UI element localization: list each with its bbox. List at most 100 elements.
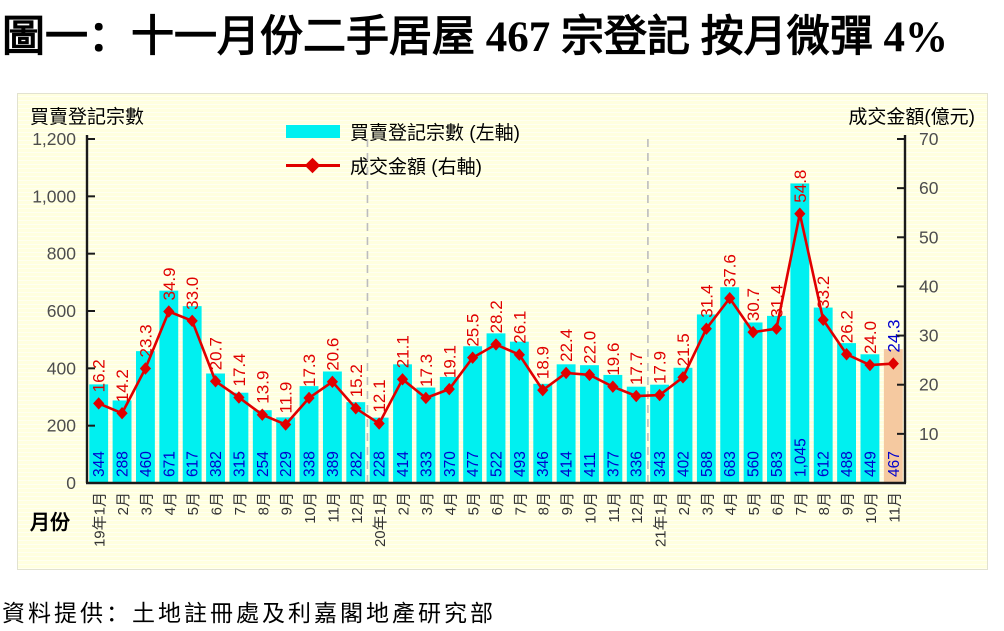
line-value-label: 30.7 <box>744 288 763 321</box>
line-value-label: 26.2 <box>838 310 857 343</box>
right-axis-tick-label: 50 <box>919 227 939 247</box>
diamond-marker-icon <box>303 391 315 405</box>
diamond-marker-icon <box>817 313 829 327</box>
bar-10月 <box>580 365 599 483</box>
bar-9月 <box>276 417 296 483</box>
bar-value-label: 282 <box>348 451 365 477</box>
bar-10月 <box>860 354 880 483</box>
bar-value-label: 370 <box>442 451 459 477</box>
diamond-marker-icon <box>209 375 222 388</box>
diamond-marker-icon <box>443 382 455 396</box>
x-axis-tick-label: 5月 <box>466 492 483 515</box>
legend-item-bars: 買賣登記宗數 (左軸) <box>286 118 520 145</box>
x-axis-tick-label: 8月 <box>536 492 553 515</box>
x-axis-tick-label: 8月 <box>816 492 833 515</box>
diamond-marker-icon <box>326 375 338 388</box>
diamond-marker-icon <box>186 314 198 328</box>
bar-7月 <box>509 341 529 483</box>
x-axis-tick-label: 4月 <box>442 492 459 515</box>
bar-value-label: 477 <box>465 451 482 477</box>
bar-value-label: 588 <box>699 451 716 477</box>
bar-value-label: 522 <box>489 451 506 477</box>
line-value-label: 21.1 <box>394 335 413 368</box>
x-axis-tick-label: 10月 <box>863 492 880 524</box>
line-value-label: 16.2 <box>90 359 109 392</box>
line-value-label: 20.7 <box>207 337 226 370</box>
diamond-marker-icon <box>560 366 572 380</box>
x-axis-tick-label: 9月 <box>840 492 857 515</box>
bar-5月 <box>463 346 483 483</box>
line-value-label: 24.3 <box>884 319 903 352</box>
bar-value-label: 411 <box>582 452 599 477</box>
bar-value-label: 229 <box>278 451 295 477</box>
bar-value-label: 488 <box>839 451 856 477</box>
line-value-label: 17.7 <box>627 352 646 385</box>
bar-value-label: 343 <box>652 451 669 477</box>
bar-8月 <box>813 307 833 483</box>
bar-3月 <box>135 351 155 483</box>
diamond-marker-icon <box>747 325 759 339</box>
x-axis-tick-label: 6月 <box>769 492 786 515</box>
page-title: 圖一：十一月份二手居屋 467 宗登記 按月微彈 4% <box>2 14 948 61</box>
right-axis-tick-label: 60 <box>919 178 939 198</box>
line-value-label: 54.8 <box>791 170 810 203</box>
bar-12月 <box>626 386 646 483</box>
left-axis-title: 買賣登記宗數 <box>30 107 145 128</box>
bar-8月 <box>533 383 553 483</box>
diamond-marker-icon <box>116 407 128 420</box>
bar-6月 <box>206 373 225 483</box>
bar-value-label: 560 <box>746 451 763 477</box>
bar-2月 <box>112 400 132 483</box>
x-axis-tick-label: 3月 <box>699 492 716 515</box>
bar-value-label: 612 <box>816 451 833 477</box>
x-axis-tick-label: 4月 <box>162 492 179 515</box>
x-axis-tick-label: 19年1月 <box>92 492 109 547</box>
right-axis-title: 成交金額(億元) <box>848 107 975 128</box>
x-axis-tick-label: 7月 <box>512 492 529 515</box>
bar-value-label: 288 <box>115 451 132 477</box>
legend-item-line: 成交金額 (右軸) <box>286 152 520 179</box>
bar-20年1月 <box>369 417 389 483</box>
bar-value-label: 377 <box>605 451 622 477</box>
legend: 買賣登記宗數 (左軸) 成交金額 (右軸) <box>286 118 520 179</box>
diamond-marker-icon <box>420 391 432 405</box>
right-axis-tick-label: 40 <box>919 276 939 296</box>
left-axis-tick-label: 1,000 <box>32 186 76 206</box>
bar-2月 <box>393 364 412 483</box>
x-axis-tick-label: 11月 <box>886 492 903 523</box>
line-value-label: 22.4 <box>557 329 576 362</box>
line-value-label: 23.3 <box>136 324 155 357</box>
diamond-marker-icon <box>396 373 409 386</box>
left-axis-tick-label: 0 <box>66 473 76 493</box>
diamond-marker-icon <box>467 351 479 364</box>
bar-value-label: 346 <box>535 451 552 477</box>
bar-21年1月 <box>650 384 670 483</box>
line-value-label: 15.2 <box>347 364 366 397</box>
bar-value-label: 315 <box>231 451 248 477</box>
line-value-label: 28.2 <box>487 300 506 333</box>
x-axis-tick-label: 7月 <box>232 492 249 515</box>
left-axis-tick-label: 200 <box>47 416 76 436</box>
line-value-label: 17.3 <box>300 354 319 387</box>
line-value-label: 18.9 <box>534 346 553 379</box>
diamond-marker-icon <box>373 417 385 430</box>
diamond-marker-icon <box>350 402 362 415</box>
diamond-marker-icon <box>256 408 268 421</box>
source-note: 資料提供：土地註冊處及利嘉閣地產研究部 <box>2 601 496 626</box>
bar-5月 <box>182 306 202 483</box>
line-value-label: 33.2 <box>814 276 833 309</box>
bar-8月 <box>252 410 272 483</box>
diamond-marker-icon <box>513 348 525 361</box>
bar-value-label: 402 <box>675 451 692 477</box>
diamond-marker-icon <box>607 380 619 393</box>
line-value-label: 17.9 <box>651 351 670 384</box>
bar-value-label: 617 <box>185 451 202 477</box>
diamond-marker-icon <box>280 418 292 431</box>
line-value-label: 25.5 <box>464 314 483 347</box>
diamond-marker-icon <box>630 389 642 403</box>
right-axis-tick-label: 30 <box>919 326 939 346</box>
x-axis-tick-label: 9月 <box>279 492 296 515</box>
line-value-label: 31.4 <box>697 285 716 318</box>
diamond-marker-icon <box>677 371 689 384</box>
